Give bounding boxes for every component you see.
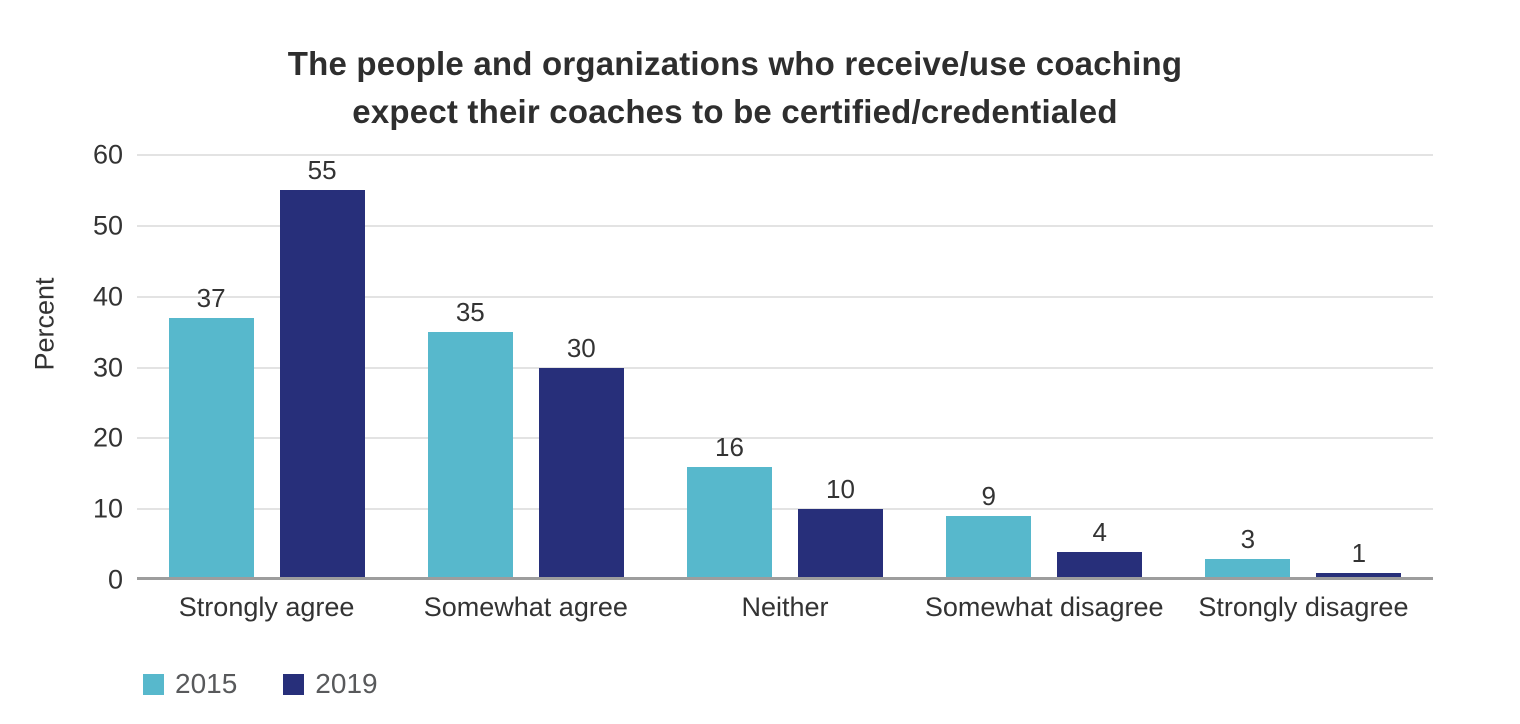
plot-groups: 37 55 35 30 16 10 9 4 3 1 [137,155,1433,580]
gridline [137,437,1433,440]
bar-value-label: 37 [196,282,226,313]
x-category-label: Somewhat disagree [924,592,1164,622]
gridline [137,366,1433,369]
x-category-label: Strongly agree [178,592,355,622]
y-tick-label: 50 [92,210,123,241]
bar-2019 [1316,572,1402,580]
bar-group: 35 30 [396,155,655,580]
chart-title-line2: expect their coaches to be certified/cre… [352,93,1118,130]
plot-area: 37 55 35 30 16 10 9 4 3 1 [137,154,1433,580]
bar-2015 [168,317,254,580]
bar-value-label: 9 [981,481,996,512]
y-tick-label: 30 [92,352,123,382]
bar-2015 [427,332,513,580]
legend-item-2019: 2019 [283,668,378,699]
bar-value-label: 10 [826,474,855,505]
x-category-label: Somewhat agree [423,592,628,622]
gridline [137,224,1433,227]
legend: 2015 2019 [143,670,378,698]
y-tick-label: 10 [92,493,123,524]
y-tick-label: 20 [92,422,123,453]
bar-value-label: 4 [1092,516,1107,547]
y-tick-label: 40 [92,281,123,312]
bar-unit-2019: 55 [279,155,365,580]
gridline [137,508,1433,511]
bar-value-label: 3 [1240,523,1256,554]
bar-2015 [687,466,772,580]
x-axis-line [137,577,1433,580]
x-category-label: Strongly disagree [1198,592,1409,622]
bar-unit-2015: 9 [946,481,1032,580]
legend-label: 2019 [315,668,378,699]
bar-value-label: 1 [1351,537,1367,568]
legend-swatch-icon [283,673,305,695]
x-axis-labels: Strongly agree Somewhat agree Neither Somew… [137,592,1433,623]
bar-2019 [279,190,365,580]
bar-unit-2015: 35 [427,297,513,580]
bar-group: 16 10 [655,155,914,580]
bar-group: 37 55 [137,155,396,580]
bar-value-label: 55 [307,155,337,186]
gridline [137,154,1433,156]
y-tick-label: 60 [92,139,123,170]
bar-unit-2019: 30 [538,332,624,580]
legend-item-2015: 2015 [143,670,237,698]
bar-2019 [538,367,624,580]
chart-title: The people and organizations who receive… [0,40,1470,136]
bar-2015 [946,516,1032,580]
bar-value-label: 16 [715,431,744,462]
bar-unit-2015: 3 [1205,523,1291,580]
x-category-label: Neither [741,592,829,622]
legend-swatch-icon [143,673,164,695]
bar-value-label: 30 [566,332,596,363]
bar-unit-2015: 37 [168,282,254,580]
bar-unit-2019: 10 [798,476,883,580]
bar-unit-2019: 1 [1316,537,1402,580]
bar-unit-2015: 16 [687,434,772,580]
bar-2019 [798,509,883,580]
bar-unit-2019: 4 [1057,516,1143,580]
y-tick-label: 0 [107,564,123,595]
bar-2019 [1057,551,1143,580]
gridline [137,295,1433,298]
bar-2015 [1205,558,1291,580]
y-axis-labels: 0 10 20 30 40 50 60 [0,141,123,593]
chart-title-line1: The people and organizations who receive… [287,45,1183,82]
bar-value-label: 35 [455,297,485,328]
legend-label: 2015 [175,668,238,699]
